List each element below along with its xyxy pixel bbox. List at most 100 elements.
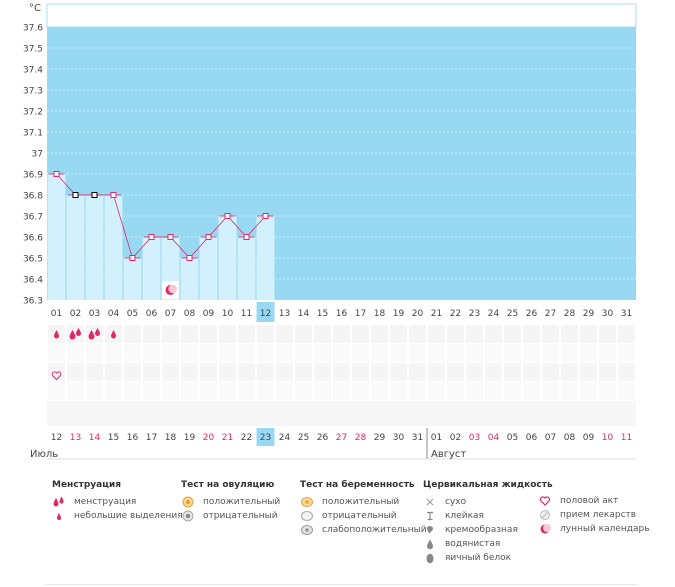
y-tick-label: 37.6 xyxy=(23,24,43,34)
temperature-point xyxy=(167,234,174,240)
symbol-cell xyxy=(219,363,236,381)
temperature-bar xyxy=(47,174,66,300)
symbol-cell xyxy=(561,344,578,362)
legend-label: прием лекарств xyxy=(560,510,637,520)
y-tick-label: 36.9 xyxy=(23,171,43,181)
cycle-day-label: 18 xyxy=(374,309,386,319)
cycle-day-label: 20 xyxy=(412,309,424,319)
y-tick-label: 36.6 xyxy=(23,234,43,244)
month-label: Июль xyxy=(30,449,58,460)
y-tick-label: 36.8 xyxy=(23,192,43,202)
calendar-date-label: 07 xyxy=(545,433,556,443)
symbol-cell xyxy=(561,382,578,400)
legend-cervical-title: Цервикальная жидкость xyxy=(423,480,553,490)
temperature-bar xyxy=(256,216,275,300)
legend-item-ovulation-negative: отрицательный xyxy=(181,509,280,523)
cycle-day-label: 17 xyxy=(355,309,366,319)
calendar-date-label: 31 xyxy=(412,433,423,443)
calendar-date-label: 16 xyxy=(127,433,139,443)
calendar-date-label: 10 xyxy=(602,433,614,443)
symbol-cell xyxy=(295,325,312,343)
heart-icon xyxy=(538,495,552,507)
dry-icon xyxy=(423,496,437,508)
cycle-day-label: 10 xyxy=(222,309,234,319)
symbol-cell xyxy=(162,325,179,343)
legend-item-intercourse: половой акт xyxy=(538,494,650,508)
temperature-point xyxy=(262,213,269,219)
symbol-cell xyxy=(181,363,198,381)
pill-icon xyxy=(538,509,552,521)
symbol-cell xyxy=(105,382,122,400)
symbol-cell xyxy=(580,325,597,343)
pregnancy-weak-icon xyxy=(300,524,314,536)
symbol-cell xyxy=(542,344,559,362)
legend-item-pregnancy-positive: положительный xyxy=(300,495,427,509)
symbol-cell xyxy=(371,382,388,400)
symbol-cell xyxy=(48,363,65,381)
symbol-cell xyxy=(314,344,331,362)
symbol-cell xyxy=(124,382,141,400)
y-tick-label: 36.5 xyxy=(23,255,43,265)
symbol-cell xyxy=(200,363,217,381)
y-tick-label: 37.5 xyxy=(23,45,43,55)
cycle-day-label: 11 xyxy=(241,309,252,319)
symbol-cell xyxy=(276,325,293,343)
legend-item-ovulation-positive: положительный xyxy=(181,495,280,509)
y-tick-label: 36.4 xyxy=(23,276,43,286)
symbol-cell xyxy=(219,344,236,362)
legend-item-menstruation: менструация xyxy=(52,495,183,509)
legend-other: половой акт прием лекарств лунный календ… xyxy=(538,494,650,536)
symbol-cell xyxy=(485,325,502,343)
calendar-date-label: 08 xyxy=(564,433,576,443)
drop-double-icon xyxy=(52,496,66,508)
symbol-cell xyxy=(67,363,84,381)
cycle-day-label: 07 xyxy=(165,309,176,319)
legend-label: клейкая xyxy=(445,511,484,521)
legend-label: лунный календарь xyxy=(560,524,650,534)
symbol-cell xyxy=(580,344,597,362)
symbol-cell xyxy=(314,382,331,400)
symbol-cell xyxy=(466,344,483,362)
calendar-date-label: 04 xyxy=(488,433,500,443)
cycle-day-label: 23 xyxy=(469,309,480,319)
symbol-cell xyxy=(143,325,160,343)
legend-label: положительный xyxy=(203,497,281,507)
symbol-cell xyxy=(580,363,597,381)
cycle-day-label: 24 xyxy=(488,309,500,319)
legend-item-pregnancy-negative: отрицательный xyxy=(300,509,427,523)
cycle-day-label: 15 xyxy=(317,309,328,319)
legend: Менструация менструация небольшие выделе… xyxy=(0,480,675,580)
symbol-cell xyxy=(143,344,160,362)
symbol-cell xyxy=(523,325,540,343)
y-tick-label: 37 xyxy=(32,150,43,160)
symbol-cell xyxy=(200,325,217,343)
y-tick-label: 37.2 xyxy=(23,108,43,118)
calendar-date-label: 30 xyxy=(393,433,405,443)
symbol-cell xyxy=(352,344,369,362)
menstruation-drop xyxy=(88,330,95,340)
calendar-date-label: 17 xyxy=(146,433,157,443)
symbol-cell xyxy=(86,344,103,362)
legend-label: сухо xyxy=(445,497,467,507)
y-tick-label: 36.3 xyxy=(23,297,43,307)
pregnancy-negative-icon xyxy=(300,510,314,522)
temperature-bar xyxy=(104,195,123,300)
symbol-cell xyxy=(371,325,388,343)
symbol-cell xyxy=(409,382,426,400)
symbol-cell xyxy=(295,363,312,381)
cycle-day-label: 14 xyxy=(298,309,310,319)
legend-item-egg-white: яичный белок xyxy=(423,551,553,565)
symbol-cell xyxy=(371,363,388,381)
symbol-cell xyxy=(561,363,578,381)
calendar-date-label: 03 xyxy=(469,433,480,443)
cycle-day-label: 09 xyxy=(203,309,215,319)
symbol-cell xyxy=(181,344,198,362)
creamy-icon xyxy=(423,524,437,536)
legend-label: отрицательный xyxy=(322,511,397,521)
calendar-date-label: 23 xyxy=(260,433,271,443)
pregnancy-positive-icon xyxy=(300,496,314,508)
symbol-cell xyxy=(276,344,293,362)
symbol-cell xyxy=(181,382,198,400)
symbol-cell xyxy=(67,344,84,362)
symbol-cell xyxy=(428,382,445,400)
